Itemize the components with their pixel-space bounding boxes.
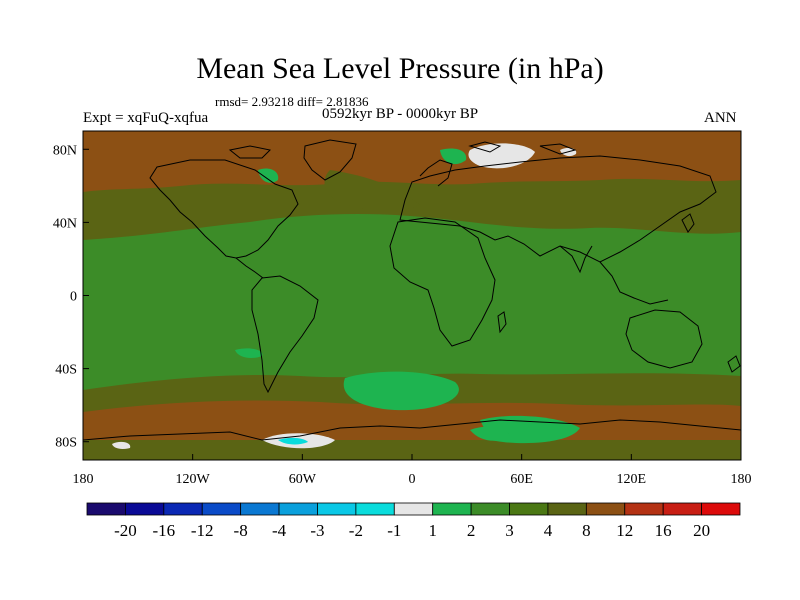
pacific-light-patch [235,348,263,358]
coastline-eurasia [399,155,717,263]
colorbar-label: -16 [152,521,175,540]
colorbar-swatch [432,502,472,516]
experiment-label: Expt = xqFuQ-xqfua [83,110,209,126]
coastline-africa [389,217,496,347]
colorbar-label: 2 [467,521,476,540]
pressure-field [83,131,741,460]
colorbar-label: -2 [349,521,363,540]
colorbar-label: 20 [693,521,710,540]
colorbar-swatch [278,502,318,516]
colorbar-swatch [393,502,434,516]
colorbar-label: 8 [582,521,591,540]
colorbar-swatch [701,502,741,516]
colorbar-swatch [86,502,126,516]
coastline-southeast-asia [599,261,669,305]
colorbar-label: -8 [234,521,248,540]
south-atlantic-light-patch [343,371,459,411]
lon-tick-label: 60W [289,472,317,487]
colorbar-swatch [163,502,203,516]
canada-patch [258,168,279,183]
colorbar-swatch [317,502,357,516]
coastlines [83,139,741,441]
colorbar-label: 12 [616,521,633,540]
coastline-greenland [303,139,357,181]
lon-tick-label: 120W [176,472,211,487]
colorbar-label: 1 [428,521,437,540]
colorbar-swatch [509,502,549,516]
arctic-green-patch [440,148,467,165]
lon-tick-label: 120E [617,472,647,487]
coastline-scandinavia [419,159,453,187]
lat-tick-label: 40S [55,363,77,378]
north-atlantic-weak-zone [324,170,420,211]
antarctic-light-patch-east [470,426,510,441]
coastline-arctic-islands [228,141,577,159]
colorbar-swatch [125,502,165,516]
lon-tick-label: 180 [73,472,94,487]
coastline-india [559,245,593,274]
coastline-madagascar [497,311,507,334]
antarctic-cyan-patch [278,437,308,445]
lat-tick-label: 0 [70,290,77,305]
lat-tick-label: 80S [55,436,77,451]
colorbar-swatch [355,502,395,516]
colorbar-swatch [201,502,242,516]
colorbar-label: -1 [387,521,401,540]
colorbar-swatch [470,502,510,516]
lat-tick-label: 40N [53,216,77,231]
colorbar-label: -20 [114,521,137,540]
colorbar: -20 -16 -12 -8 -4 -3 -2 -1 1 2 3 4 8 12 16 20 [86,502,741,540]
coastline-central-america [235,257,264,279]
colorbar-swatch [547,502,587,516]
colorbar-label: -3 [310,521,324,540]
coastline-north-america [149,159,299,259]
coastline-new-zealand [727,355,741,373]
coastline-australia [625,309,703,369]
latitude-axis: 80N 40N 0 40S 80S [53,143,89,451]
longitude-axis: 180 120W 60W 0 60E 120E 180 [73,454,752,487]
colorbar-swatch [585,502,626,516]
colorbar-label: 16 [655,521,672,540]
map-title: Mean Sea Level Pressure (in hPa) [196,52,604,85]
coastline-south-america [251,275,319,394]
colorbar-label: 3 [505,521,514,540]
colorbar-swatch [240,502,280,516]
coastline-japan [681,213,695,233]
colorbar-swatch [624,502,664,516]
colorbar-label: -12 [191,521,214,540]
colorbar-label: 4 [544,521,553,540]
lon-tick-label: 180 [731,472,752,487]
rmsd-diff-stats: rmsd= 2.93218 diff= 2.81836 [215,94,369,109]
period-label: 0592kyr BP - 0000kyr BP [322,106,479,122]
colorbar-label: -4 [272,521,287,540]
lat-tick-label: 80N [53,143,77,158]
season-label: ANN [704,110,737,126]
antarctic-light-patch-west [112,441,131,449]
coastline-antarctica [83,419,741,441]
lon-tick-label: 60E [510,472,533,487]
colorbar-swatch [662,502,702,516]
lon-tick-label: 0 [409,472,416,487]
